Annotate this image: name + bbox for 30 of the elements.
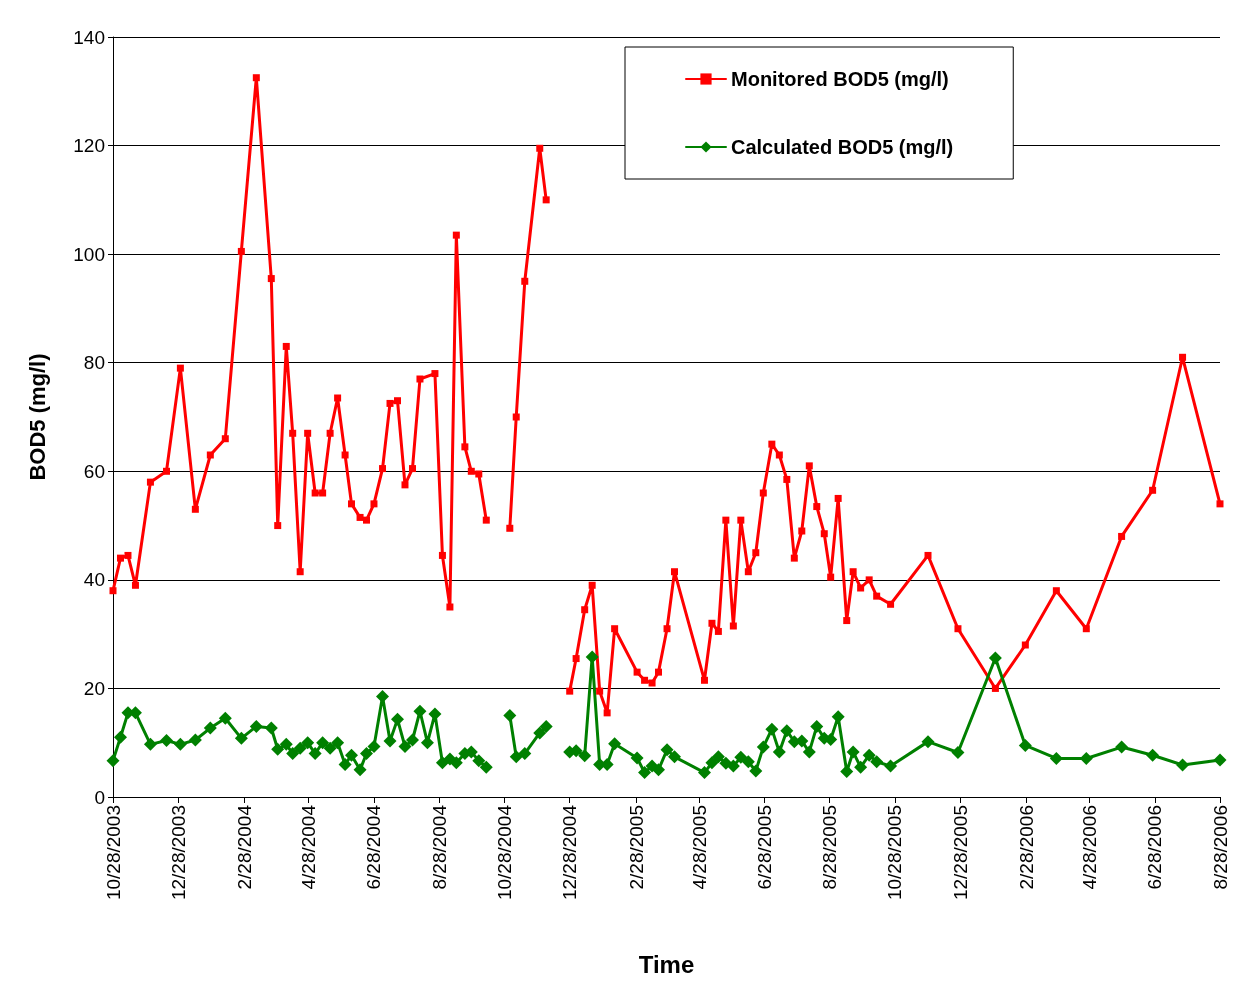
y-tick-label: 100: [73, 243, 105, 265]
x-tick-label: 4/28/2006: [1079, 805, 1101, 890]
y-axis-title: BOD5 (mg/l): [24, 353, 50, 481]
legend-label: Monitored BOD5 (mg/l): [731, 68, 949, 90]
x-tick-label: 6/28/2006: [1144, 805, 1166, 890]
x-tick-label: 6/28/2004: [363, 804, 385, 890]
y-tick-label: 60: [83, 460, 105, 482]
x-tick-label: 4/28/2005: [688, 805, 710, 890]
x-tick-label: 8/28/2006: [1209, 805, 1231, 890]
x-tick-label: 2/28/2004: [234, 804, 256, 890]
legend-label: Calculated BOD5 (mg/l): [731, 136, 954, 158]
x-tick-label: 6/28/2005: [753, 805, 775, 890]
x-tick-label: 2/28/2005: [625, 805, 647, 890]
y-tick-label: 0: [94, 786, 105, 808]
y-tick-label: 40: [83, 569, 105, 591]
x-tick-label: 8/28/2005: [819, 805, 841, 890]
x-tick-label: 4/28/2004: [298, 804, 320, 890]
y-tick-label: 80: [83, 352, 105, 374]
y-tick-label: 20: [83, 677, 105, 699]
y-tick-label: 140: [73, 26, 105, 48]
x-tick-label: 8/28/2004: [428, 804, 450, 890]
x-tick-label: 10/28/2005: [884, 805, 906, 901]
x-tick-label: 12/28/2004: [559, 804, 581, 901]
x-tick-label: 12/28/2005: [949, 805, 971, 901]
x-tick-label: 12/28/2003: [167, 805, 189, 901]
y-tick-label: 120: [73, 135, 105, 157]
x-tick-label: 2/28/2006: [1015, 805, 1037, 890]
x-tick-label: 10/28/2004: [493, 804, 515, 901]
x-axis-title: Time: [638, 950, 695, 978]
x-tick-label: 10/28/2003: [102, 805, 124, 901]
